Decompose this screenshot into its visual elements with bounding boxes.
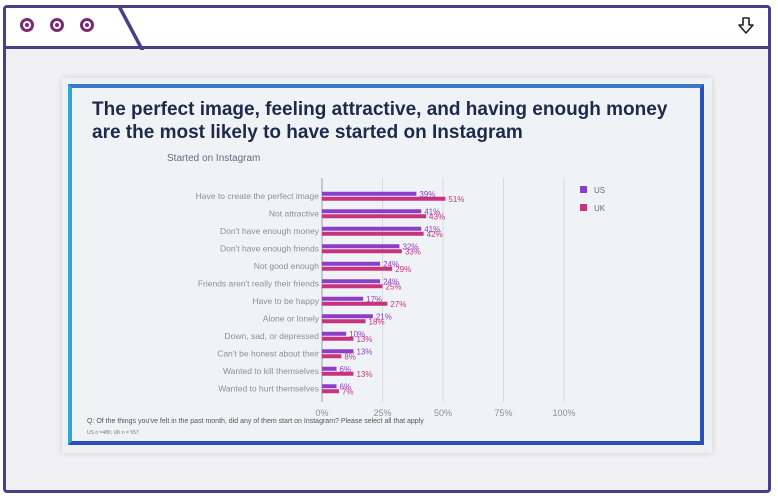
bar-us	[322, 384, 337, 389]
slide-image: The perfect image, feeling attractive, a…	[62, 78, 712, 453]
bar-uk	[322, 371, 354, 376]
legend-swatch-uk	[580, 204, 587, 211]
category-label: Don't have enough friends	[220, 243, 319, 253]
bar-us	[322, 314, 373, 319]
data-label-uk: 13%	[356, 370, 372, 379]
category-label: Not attractive	[269, 208, 319, 218]
x-tick-label: 100%	[552, 408, 575, 418]
bar-us	[322, 279, 381, 284]
category-label: Friends aren't really their friends	[198, 278, 319, 288]
category-label: Alone or lonely	[263, 313, 320, 323]
category-label: Wanted to hurt themselves	[218, 383, 319, 393]
slide-content: The perfect image, feeling attractive, a…	[68, 84, 704, 445]
legend-label-uk: UK	[594, 204, 606, 213]
data-label-us: 6%	[340, 382, 352, 391]
legend-label-us: US	[594, 186, 605, 195]
bar-uk	[322, 301, 388, 306]
data-label-us: 39%	[419, 190, 435, 199]
x-tick-label: 0%	[315, 408, 328, 418]
category-label: Have to be happy	[252, 296, 319, 306]
data-label-us: 24%	[383, 260, 399, 269]
data-label-uk: 18%	[369, 317, 385, 326]
legend-swatch-us	[580, 186, 587, 193]
data-label-uk: 29%	[395, 265, 411, 274]
bar-us	[322, 244, 400, 249]
data-label-uk: 13%	[356, 335, 372, 344]
window-dot-icon[interactable]	[80, 18, 94, 32]
data-label-us: 17%	[366, 295, 382, 304]
category-label: Have to create the perfect image	[196, 191, 320, 201]
data-label-us: 24%	[383, 277, 399, 286]
x-tick-label: 50%	[434, 408, 452, 418]
x-tick-label: 25%	[373, 408, 391, 418]
data-label-us: 6%	[340, 365, 352, 374]
data-label-uk: 25%	[386, 282, 402, 291]
bar-uk	[322, 214, 427, 219]
bar-uk	[322, 319, 366, 324]
x-tick-label: 75%	[494, 408, 512, 418]
data-label-uk: 33%	[405, 247, 421, 256]
bar-us	[322, 191, 417, 196]
bar-us	[322, 226, 422, 231]
tab-divider	[118, 8, 145, 50]
data-label-us: 13%	[356, 347, 372, 356]
category-label: Not good enough	[254, 261, 319, 271]
chart-title: The perfect image, feeling attractive, a…	[92, 99, 668, 143]
bar-us	[322, 366, 337, 371]
category-label: Wanted to kill themselves	[223, 366, 319, 376]
sample-size-note: US n =486; UK n = 557	[87, 430, 139, 436]
window-dot-icon[interactable]	[50, 18, 64, 32]
category-label: Down, sad, or depressed	[225, 331, 320, 341]
data-label-us: 41%	[424, 225, 440, 234]
bar-us	[322, 261, 381, 266]
data-label-uk: 7%	[342, 387, 354, 396]
data-label-us: 10%	[349, 330, 365, 339]
bar-us	[322, 331, 347, 336]
download-icon[interactable]	[736, 16, 756, 36]
data-label-us: 21%	[376, 312, 392, 321]
bar-uk	[322, 196, 446, 201]
bar-uk	[322, 336, 354, 341]
category-label: Can't be honest about their	[217, 348, 319, 358]
bar-uk	[322, 284, 383, 289]
bar-uk	[322, 266, 393, 271]
category-label: Don't have enough money	[220, 226, 320, 236]
data-label-uk: 42%	[427, 230, 443, 239]
data-label-us: 41%	[424, 207, 440, 216]
data-label-uk: 51%	[448, 195, 464, 204]
window-dot-icon[interactable]	[20, 18, 34, 32]
title-bar	[6, 8, 768, 50]
bar-chart: 0% 25% 50% 75% 100% Have to create the perfec…	[196, 178, 606, 418]
data-label-uk: 8%	[344, 352, 356, 361]
chart-subtitle: Started on Instagram	[167, 153, 261, 164]
bar-uk	[322, 231, 424, 236]
data-label-uk: 43%	[429, 212, 445, 221]
bar-us	[322, 296, 364, 301]
data-label-us: 32%	[402, 242, 418, 251]
bar-uk	[322, 249, 402, 254]
bar-us	[322, 209, 422, 214]
bar-us	[322, 349, 354, 354]
data-label-uk: 27%	[390, 300, 406, 309]
footnote: Q: Of the things you've felt in the past…	[87, 418, 424, 425]
bar-uk	[322, 389, 339, 394]
bar-uk	[322, 354, 342, 359]
